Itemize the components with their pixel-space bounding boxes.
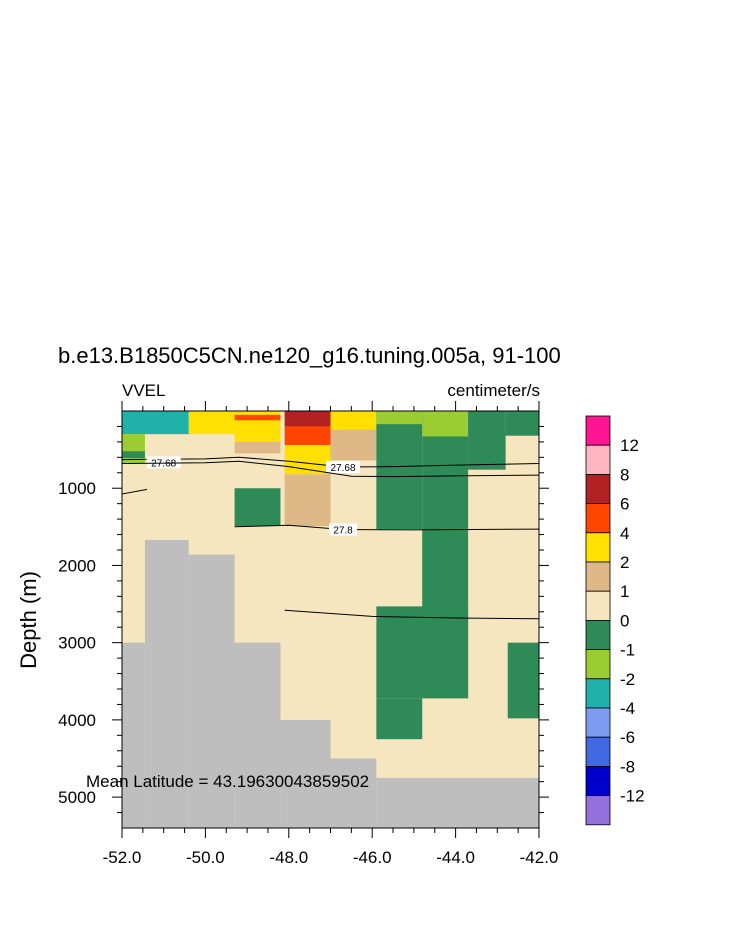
colorbar-label-12: -12 bbox=[620, 787, 645, 806]
x-tick-label-0: -52.0 bbox=[103, 848, 142, 867]
contour-line-4 bbox=[284, 609, 540, 620]
axes-layer: -52.0 -50.0 -48.0 -46.0 -44.0 -42.0 1000 2000 30… bbox=[58, 401, 558, 867]
colorbar-box-4 bbox=[585, 532, 611, 563]
cell-2 bbox=[122, 434, 145, 452]
cell-19 bbox=[468, 411, 506, 470]
cell-13 bbox=[330, 411, 377, 430]
colorbar-label-10: -6 bbox=[620, 728, 635, 747]
y-tick-label-4: 5000 bbox=[58, 788, 96, 807]
contour-label-box-3-0 bbox=[329, 523, 358, 536]
contour-label-0-0: 27.68 bbox=[151, 458, 176, 469]
colorbar-box-5 bbox=[585, 561, 611, 592]
contour-label-box-0-0 bbox=[146, 456, 181, 469]
x-tick-label-5: -42.0 bbox=[520, 848, 559, 867]
colorbar-label-5: 1 bbox=[620, 582, 629, 601]
mean-latitude-annotation: Mean Latitude = 43.19630043859502 bbox=[86, 772, 369, 791]
cell-23 bbox=[507, 642, 539, 719]
cell-4 bbox=[122, 458, 145, 464]
x-tick-label-1: -50.0 bbox=[186, 848, 225, 867]
colorbar-box-1 bbox=[585, 444, 611, 475]
colorbar-label-2: 6 bbox=[620, 495, 629, 514]
colorbar-box-11 bbox=[585, 736, 611, 767]
colorbar-label-4: 2 bbox=[620, 553, 629, 572]
colorbar-box-2 bbox=[585, 473, 611, 504]
cell-21 bbox=[376, 606, 469, 699]
cells-layer bbox=[122, 411, 539, 828]
variable-name: VVEL bbox=[122, 381, 166, 400]
colorbar-label-8: -2 bbox=[620, 670, 635, 689]
contour-label-3-0: 27.8 bbox=[333, 526, 353, 537]
cell-29 bbox=[280, 719, 331, 828]
cell-20 bbox=[505, 411, 539, 436]
cell-18 bbox=[422, 411, 469, 437]
cell-28 bbox=[234, 642, 281, 828]
cell-16 bbox=[376, 411, 423, 425]
contour-line-0 bbox=[121, 456, 540, 468]
cell-7 bbox=[234, 414, 281, 421]
contour-line-1 bbox=[121, 460, 540, 478]
chart-title: b.e13.B1850C5CN.ne120_g16.tuning.005a, 9… bbox=[58, 343, 561, 368]
y-tick-label-3: 4000 bbox=[58, 711, 96, 730]
cell-3 bbox=[122, 451, 145, 459]
cell-9 bbox=[284, 411, 331, 427]
y-tick-label-2: 3000 bbox=[58, 634, 96, 653]
colorbar: 12 8 6 4 2 1 0 -1 -2 -4 -6 -8 -12 bbox=[585, 415, 645, 826]
cell-26 bbox=[144, 539, 189, 828]
cell-25 bbox=[122, 642, 145, 828]
colorbar-label-7: -1 bbox=[620, 641, 635, 660]
colorbar-box-7 bbox=[585, 620, 611, 651]
colorbar-box-12 bbox=[585, 766, 611, 797]
cell-30 bbox=[330, 758, 377, 828]
colorbar-label-1: 8 bbox=[620, 465, 629, 484]
colorbar-label-0: 12 bbox=[620, 436, 639, 455]
colorbar-label-9: -4 bbox=[620, 699, 635, 718]
cell-10 bbox=[284, 426, 331, 445]
cell-31 bbox=[376, 777, 539, 828]
cell-14 bbox=[330, 429, 377, 461]
cell-1 bbox=[122, 411, 189, 435]
cell-24 bbox=[234, 488, 281, 527]
colorbar-box-10 bbox=[585, 707, 611, 738]
units-label: centimeter/s bbox=[447, 381, 540, 400]
cell-15 bbox=[376, 411, 423, 530]
contour-label-box-0-1 bbox=[326, 460, 361, 473]
colorbar-box-0 bbox=[585, 415, 611, 446]
cell-8 bbox=[234, 441, 281, 454]
colorbar-label-3: 4 bbox=[620, 524, 629, 543]
colorbar-label-6: 0 bbox=[620, 611, 629, 630]
colorbar-box-6 bbox=[585, 590, 611, 621]
colorbar-box-13 bbox=[585, 795, 611, 826]
x-tick-label-4: -44.0 bbox=[436, 848, 475, 867]
cell-22 bbox=[376, 698, 423, 740]
cell-12 bbox=[284, 474, 331, 527]
colorbar-box-9 bbox=[585, 678, 611, 709]
colorbar-box-3 bbox=[585, 503, 611, 534]
x-tick-label-3: -46.0 bbox=[353, 848, 392, 867]
contour-label-0-1: 27.68 bbox=[330, 463, 355, 474]
contour-line-2 bbox=[121, 488, 148, 495]
x-tick-label-2: -48.0 bbox=[269, 848, 308, 867]
cell-5 bbox=[188, 411, 235, 435]
cell-27 bbox=[188, 554, 235, 828]
y-tick-label-0: 1000 bbox=[58, 479, 96, 498]
colorbar-box-8 bbox=[585, 649, 611, 680]
y-tick-label-1: 2000 bbox=[58, 556, 96, 575]
contour-layer: 27.68 27.68 27.8 bbox=[121, 456, 540, 620]
colorbar-label-11: -8 bbox=[620, 757, 635, 776]
y-axis-label: Depth (m) bbox=[16, 571, 41, 669]
